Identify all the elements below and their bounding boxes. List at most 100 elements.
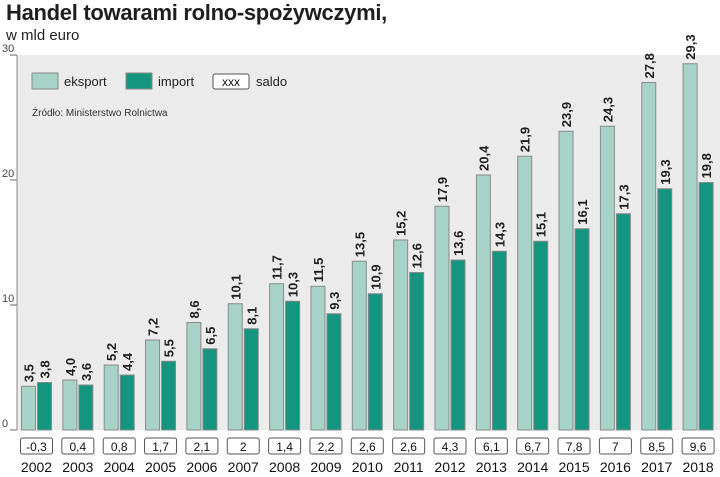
y-tick-label: 30 <box>2 43 14 55</box>
bar-export <box>351 260 367 431</box>
value-label-export: 29,3 <box>683 34 698 59</box>
legend: eksport import xxx saldo <box>31 72 287 90</box>
value-label-export: 3,5 <box>22 364 37 382</box>
value-label-export: 15,2 <box>394 211 409 236</box>
x-tick-label: 2013 <box>476 459 507 475</box>
x-tick-label: 2012 <box>434 459 465 475</box>
saldo-box <box>309 437 343 455</box>
value-label-import: 10,9 <box>368 264 383 289</box>
saldo-value: 6,7 <box>524 440 541 454</box>
value-label-export: 7,2 <box>146 318 161 336</box>
saldo-value: -0,3 <box>26 440 47 454</box>
saldo-box <box>268 437 302 455</box>
x-tick-label: 2005 <box>145 459 176 475</box>
value-label-export: 23,9 <box>559 102 574 127</box>
source-note: Źródło: Ministerstwo Rolnictwa <box>32 106 168 119</box>
value-label-import: 10,3 <box>286 272 301 297</box>
value-label-import: 12,6 <box>410 243 425 268</box>
value-label-export: 20,4 <box>476 145 491 171</box>
bars <box>21 63 714 431</box>
value-label-import: 14,3 <box>492 222 507 247</box>
bar-export <box>310 285 326 431</box>
x-tick-label: 2011 <box>394 459 424 475</box>
saldo-value: 7 <box>612 440 619 454</box>
x-tick-label: 2008 <box>269 459 300 475</box>
y-axis: 0 10 20 30 <box>2 43 18 431</box>
value-label-export: 27,8 <box>642 53 657 78</box>
bar-export <box>641 82 657 431</box>
legend-saldo-box <box>212 73 250 90</box>
value-label-import: 13,6 <box>451 231 466 256</box>
bar-export <box>599 125 615 431</box>
value-label-export: 4,0 <box>63 358 78 376</box>
value-label-import: 6,5 <box>203 327 218 345</box>
value-label-export: 11,5 <box>311 258 326 283</box>
bar-export <box>227 303 243 431</box>
saldo-box <box>61 437 95 455</box>
saldo-row: -0,3 0,4 0,8 1,7 2,1 2 1,4 2,2 2,6 2,6 4,3 6,1 6,7 7,… <box>20 437 715 455</box>
value-label-export: 11,7 <box>270 255 285 280</box>
x-tick-label: 2006 <box>186 459 217 475</box>
saldo-value: 9,6 <box>690 440 707 454</box>
saldo-box <box>516 437 550 455</box>
bar-import <box>533 240 549 431</box>
bar-export <box>21 385 36 431</box>
bar-import <box>161 360 177 431</box>
bar-export <box>269 283 285 431</box>
saldo-box <box>640 437 674 455</box>
x-tick-label: 2015 <box>558 459 589 475</box>
value-label-import: 19,3 <box>658 159 673 184</box>
saldo-value: 6,1 <box>483 440 500 454</box>
value-label-export: 10,1 <box>228 274 243 299</box>
x-tick-label: 2002 <box>21 459 52 475</box>
value-label-export: 17,9 <box>435 177 450 202</box>
saldo-box <box>144 437 178 455</box>
value-label-import: 3,6 <box>79 363 94 381</box>
saldo-value: 0,4 <box>70 440 87 454</box>
saldo-value: 2,6 <box>400 440 417 454</box>
bar-import <box>119 374 135 431</box>
bar-export <box>517 155 533 431</box>
bar-export <box>186 322 202 431</box>
bar-import <box>326 313 342 431</box>
saldo-value: 2,2 <box>318 440 335 454</box>
chart-subtitle: w mld euro <box>6 27 80 44</box>
legend-import-label: import <box>158 74 195 89</box>
saldo-box <box>350 437 384 455</box>
saldo-value: 0,8 <box>111 440 128 454</box>
legend-export-label: eksport <box>64 74 107 89</box>
saldo-value: 2,1 <box>194 440 211 454</box>
bar-import <box>409 272 425 431</box>
bar-export <box>434 205 450 431</box>
bar-export <box>682 63 698 431</box>
saldo-box <box>226 437 260 455</box>
value-label-import: 9,3 <box>327 292 342 310</box>
saldo-box <box>185 437 219 455</box>
legend-export-swatch <box>31 72 59 90</box>
x-tick-label: 2016 <box>600 459 631 475</box>
saldo-value: 2,6 <box>359 440 376 454</box>
value-label-import: 19,8 <box>699 153 714 178</box>
bar-import <box>367 293 383 431</box>
value-label-import: 17,3 <box>616 184 631 209</box>
y-tick-label: 20 <box>2 168 14 180</box>
value-label-import: 16,1 <box>575 199 590 224</box>
bar-import <box>285 300 301 431</box>
saldo-value: 7,8 <box>566 440 583 454</box>
saldo-box <box>102 437 136 455</box>
bar-import <box>574 228 590 431</box>
saldo-value: 2 <box>240 440 247 454</box>
bar-export <box>145 339 161 431</box>
x-tick-label: 2004 <box>104 459 135 475</box>
bar-import <box>78 384 94 431</box>
value-label-import: 8,1 <box>244 307 259 325</box>
saldo-box <box>681 437 715 455</box>
y-tick-label: 10 <box>2 293 14 305</box>
bar-export <box>103 364 119 431</box>
bar-export <box>475 174 491 431</box>
bar-import <box>243 328 259 431</box>
saldo-box <box>598 437 632 455</box>
bar-export <box>558 130 574 431</box>
saldo-box <box>392 437 426 455</box>
saldo-box <box>474 437 508 455</box>
